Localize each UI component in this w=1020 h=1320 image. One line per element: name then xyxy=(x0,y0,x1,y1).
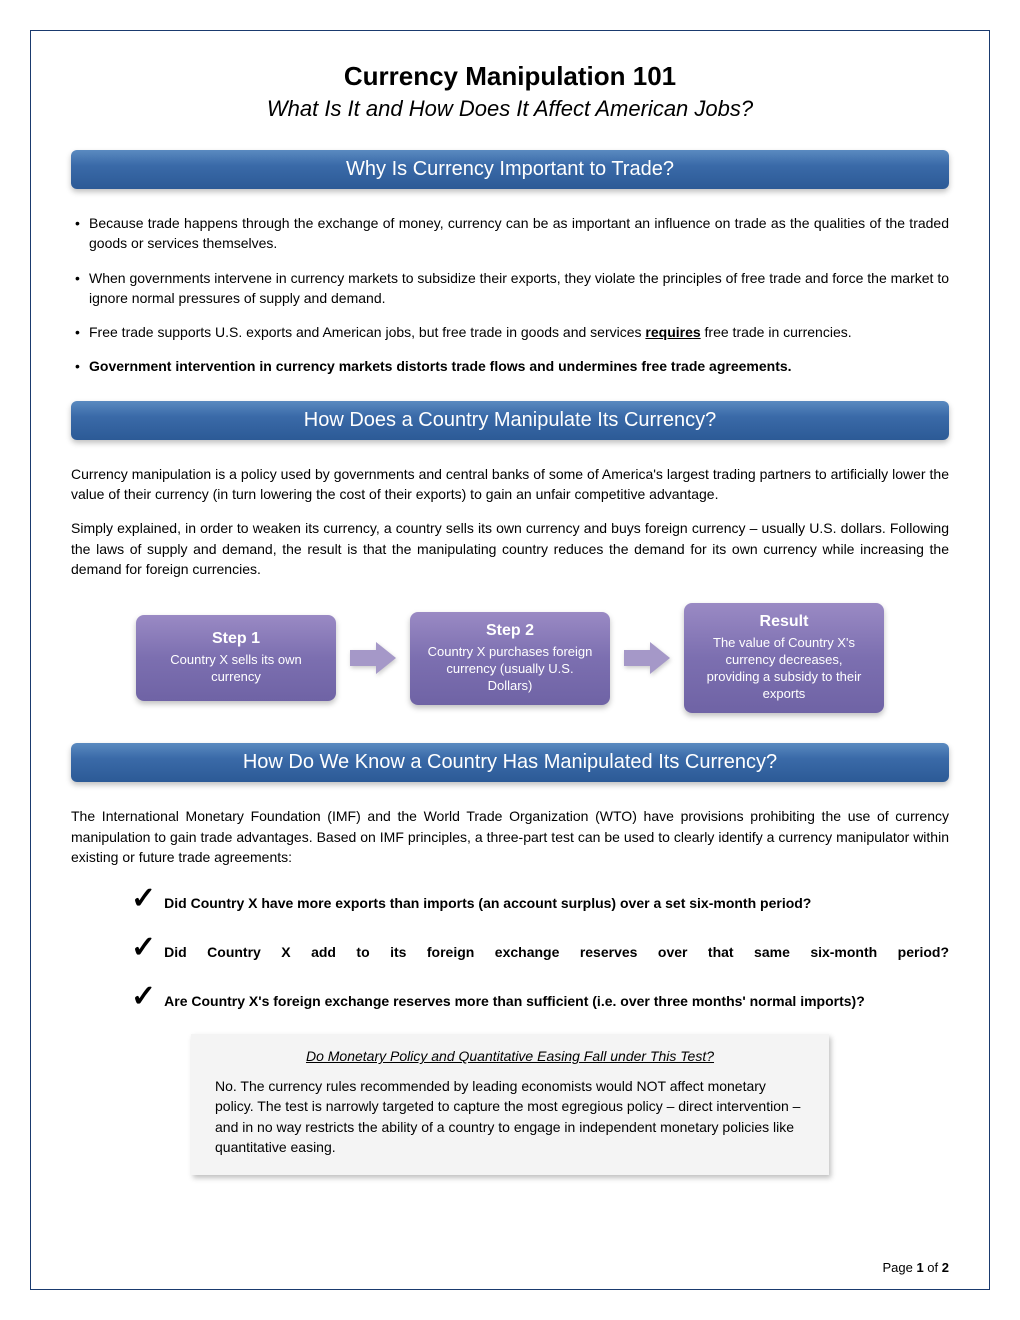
arrow-icon xyxy=(350,640,396,676)
section2-header: How Does a Country Manipulate Its Curren… xyxy=(71,401,949,440)
step-title: Step 2 xyxy=(424,622,596,640)
callout-body: No. The currency rules recommended by le… xyxy=(215,1076,805,1157)
callout-title: Do Monetary Policy and Quantitative Easi… xyxy=(215,1048,805,1064)
bullet-bold: Government intervention in currency mark… xyxy=(89,358,792,374)
bullet-text-post: free trade in currencies. xyxy=(701,324,852,340)
footer-pre: Page xyxy=(882,1260,916,1275)
section3-header: How Do We Know a Country Has Manipulated… xyxy=(71,743,949,782)
steps-row: Step 1 Country X sells its own currency … xyxy=(71,603,949,713)
check-icon: ✓ xyxy=(131,887,156,911)
check-icon: ✓ xyxy=(131,985,156,1009)
footer-current: 1 xyxy=(916,1260,923,1275)
bullet-underline: requires xyxy=(645,324,700,340)
bullet-text: When governments intervene in currency m… xyxy=(89,270,949,306)
list-item: Because trade happens through the exchan… xyxy=(71,213,949,254)
page-title: Currency Manipulation 101 xyxy=(71,61,949,92)
section2-para2: Simply explained, in order to weaken its… xyxy=(71,518,949,579)
footer-mid: of xyxy=(924,1260,942,1275)
step-title: Result xyxy=(698,613,870,631)
check-item: ✓ Are Country X's foreign exchange reser… xyxy=(131,985,949,1012)
step-body: Country X sells its own currency xyxy=(150,652,322,686)
section3-intro: The International Monetary Foundation (I… xyxy=(71,806,949,867)
section2-para1: Currency manipulation is a policy used b… xyxy=(71,464,949,505)
list-item: Government intervention in currency mark… xyxy=(71,356,949,376)
section1-header: Why Is Currency Important to Trade? xyxy=(71,150,949,189)
step-box-1: Step 1 Country X sells its own currency xyxy=(136,615,336,701)
check-list: ✓ Did Country X have more exports than i… xyxy=(131,887,949,1012)
list-item: When governments intervene in currency m… xyxy=(71,268,949,309)
check-icon: ✓ xyxy=(131,936,156,960)
callout-box: Do Monetary Policy and Quantitative Easi… xyxy=(191,1034,829,1175)
page-subtitle: What Is It and How Does It Affect Americ… xyxy=(71,96,949,122)
check-text: Did Country X add to its foreign exchang… xyxy=(164,936,949,963)
bullet-text-pre: Free trade supports U.S. exports and Ame… xyxy=(89,324,645,340)
step-body: The value of Country X's currency decrea… xyxy=(698,635,870,703)
arrow-icon xyxy=(624,640,670,676)
step-box-2: Step 2 Country X purchases foreign curre… xyxy=(410,612,610,705)
bullet-text: Because trade happens through the exchan… xyxy=(89,215,949,251)
page-border: Currency Manipulation 101 What Is It and… xyxy=(30,30,990,1290)
section1-bullet-list: Because trade happens through the exchan… xyxy=(71,213,949,377)
check-item: ✓ Did Country X add to its foreign excha… xyxy=(131,936,949,963)
check-item: ✓ Did Country X have more exports than i… xyxy=(131,887,949,914)
page-footer: Page 1 of 2 xyxy=(882,1260,949,1275)
step-box-result: Result The value of Country X's currency… xyxy=(684,603,884,713)
footer-total: 2 xyxy=(942,1260,949,1275)
step-title: Step 1 xyxy=(150,630,322,648)
check-text: Are Country X's foreign exchange reserve… xyxy=(164,985,949,1012)
step-body: Country X purchases foreign currency (us… xyxy=(424,644,596,695)
list-item: Free trade supports U.S. exports and Ame… xyxy=(71,322,949,342)
check-text: Did Country X have more exports than imp… xyxy=(164,887,949,914)
